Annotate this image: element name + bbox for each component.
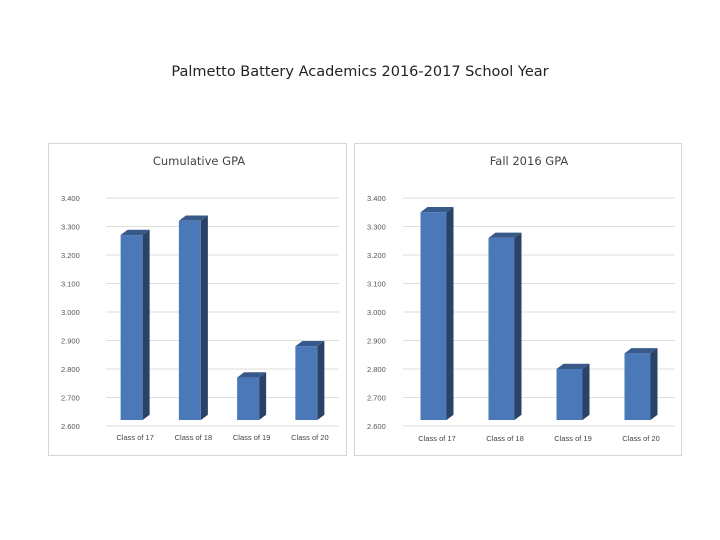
bar-side (446, 207, 454, 420)
y-tick-label: 3.200 (61, 251, 80, 260)
bar-class-of-17 (420, 207, 454, 420)
bar-front (624, 353, 651, 420)
bar-class-of-19 (556, 363, 590, 420)
y-tick-label: 3.000 (367, 308, 386, 317)
bar-front (237, 377, 260, 420)
y-tick-label: 2.600 (367, 422, 386, 431)
y-tick-label: 3.100 (367, 280, 386, 289)
bar-front (120, 235, 143, 420)
bar-top (624, 348, 658, 354)
bar-class-of-20 (295, 340, 325, 420)
bar-side (317, 340, 325, 420)
bar-side (650, 348, 658, 420)
fall-2016-gpa-chart: Fall 2016 GPA 3.400 3.300 3.200 3.100 3.000 2.… (354, 143, 682, 456)
x-category-label: Class of 20 (622, 434, 660, 443)
y-tick-label: 2.600 (61, 422, 80, 431)
bar-top (488, 232, 522, 238)
bar-top (237, 372, 267, 378)
bar-top (120, 229, 150, 236)
bar-top (295, 340, 325, 347)
page-title: Palmetto Battery Academics 2016-2017 Sch… (171, 64, 549, 80)
y-tick-label: 2.700 (61, 394, 80, 403)
y-tick-label: 3.000 (61, 308, 80, 317)
bar-class-of-20 (624, 348, 658, 420)
cumulative-gpa-svg: Cumulative GPA 3.400 3.300 3.200 3.100 3.000 2… (61, 154, 339, 442)
bar-front (420, 212, 447, 420)
bar-front (178, 220, 201, 420)
bar-front (295, 346, 318, 420)
x-category-label: Class of 17 (116, 433, 154, 442)
y-tick-label: 2.900 (367, 337, 386, 346)
bar-class-of-18 (488, 232, 522, 420)
chart-title: Cumulative GPA (153, 154, 245, 168)
bar-side (582, 363, 590, 420)
y-tick-label: 2.900 (61, 337, 80, 346)
x-category-label: Class of 19 (554, 434, 592, 443)
y-tick-label: 2.800 (61, 365, 80, 374)
bar-side (259, 372, 267, 420)
y-tick-label: 3.400 (367, 194, 386, 203)
chart-title: Fall 2016 GPA (490, 154, 569, 168)
x-category-label: Class of 18 (175, 433, 213, 442)
bar-side (514, 232, 522, 420)
y-tick-label: 3.300 (61, 223, 80, 232)
bar-side (142, 229, 150, 420)
cumulative-gpa-chart: Cumulative GPA 3.400 3.300 3.200 3.100 3.000 2… (48, 143, 347, 456)
bar-side (200, 215, 208, 420)
x-category-label: Class of 18 (486, 434, 524, 443)
y-tick-label: 2.800 (367, 365, 386, 374)
bar-top (556, 363, 590, 369)
y-tick-label: 3.300 (367, 223, 386, 232)
bar-front (488, 237, 515, 420)
bar-class-of-17 (120, 229, 150, 420)
y-tick-label: 2.700 (367, 394, 386, 403)
bar-class-of-19 (237, 372, 267, 420)
x-category-label: Class of 20 (291, 433, 329, 442)
bar-top (420, 207, 454, 213)
y-tick-label: 3.200 (367, 251, 386, 260)
fall-2016-gpa-svg: Fall 2016 GPA 3.400 3.300 3.200 3.100 3.000 2.… (367, 154, 675, 443)
y-tick-label: 3.100 (61, 280, 80, 289)
x-category-label: Class of 17 (418, 434, 456, 443)
bar-class-of-18 (178, 215, 208, 420)
x-category-label: Class of 19 (233, 433, 271, 442)
bar-front (556, 369, 583, 420)
y-tick-label: 3.400 (61, 194, 80, 203)
bar-top (178, 215, 208, 221)
